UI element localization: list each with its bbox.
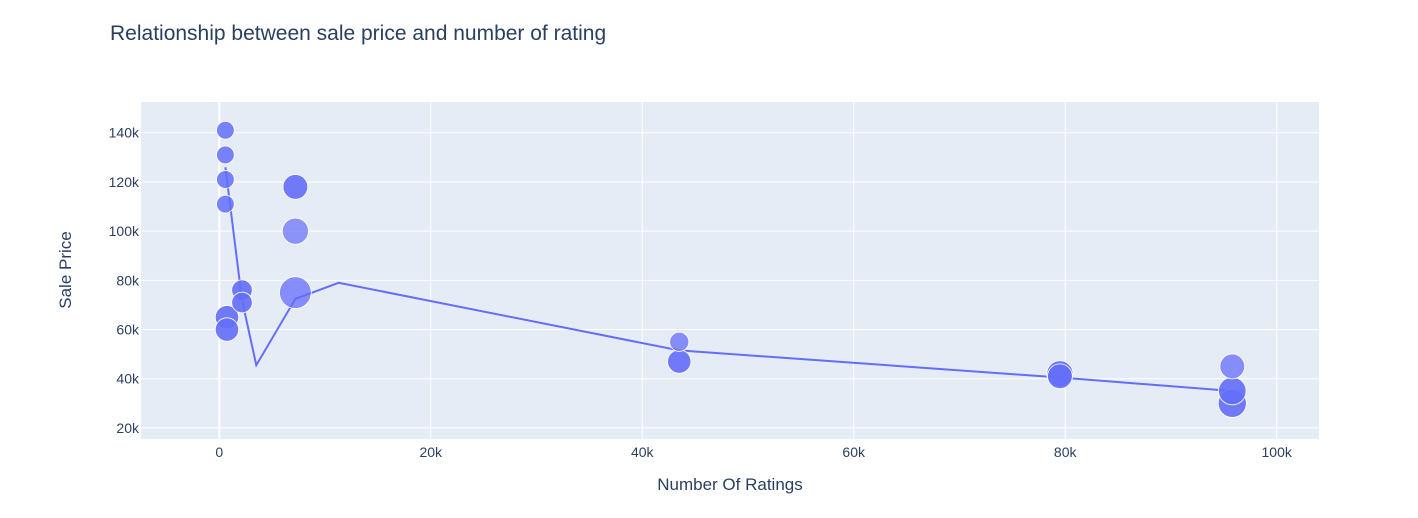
y-tick-label: 100k <box>109 223 140 239</box>
y-tick-label: 20k <box>116 420 140 436</box>
y-tick-label: 120k <box>109 174 140 190</box>
y-tick-label: 80k <box>116 272 140 288</box>
x-tick-labels: 0 20k 40k 60k 80k 100k <box>215 444 1293 460</box>
bubble-point[interactable] <box>282 174 309 200</box>
y-tick-label: 40k <box>116 371 140 387</box>
bubble-point[interactable] <box>1219 353 1246 380</box>
x-tick-label: 0 <box>215 444 223 460</box>
bubble-point[interactable] <box>216 170 235 189</box>
bubble-point[interactable] <box>281 217 309 245</box>
x-tick-label: 40k <box>631 444 655 460</box>
x-tick-label: 20k <box>419 444 443 460</box>
grid-layer <box>141 102 1319 439</box>
bubble-point[interactable] <box>214 317 240 342</box>
x-axis-title: Number Of Ratings <box>657 475 803 494</box>
y-axis-title: Sale Price <box>56 231 75 308</box>
bubble-point[interactable] <box>216 145 235 165</box>
x-tick-label: 100k <box>1262 444 1293 460</box>
bubble-point[interactable] <box>231 291 253 314</box>
bubble-point[interactable] <box>1218 376 1247 406</box>
x-tick-label: 80k <box>1054 444 1078 460</box>
bubble-layer <box>214 120 1247 418</box>
y-tick-label: 140k <box>109 125 140 141</box>
y-tick-label: 60k <box>116 322 140 338</box>
bubble-point[interactable] <box>667 349 692 374</box>
bubble-point[interactable] <box>279 276 312 309</box>
bubble-point[interactable] <box>216 120 235 140</box>
bubble-point[interactable] <box>669 331 690 352</box>
chart-title: Relationship between sale price and numb… <box>110 22 606 45</box>
x-tick-label: 60k <box>842 444 866 460</box>
bubble-point[interactable] <box>1047 363 1073 390</box>
bubble-point[interactable] <box>216 194 235 214</box>
plot-area <box>141 102 1319 439</box>
y-tick-labels: 20k 40k 60k 80k 100k 120k 140k <box>109 125 140 436</box>
